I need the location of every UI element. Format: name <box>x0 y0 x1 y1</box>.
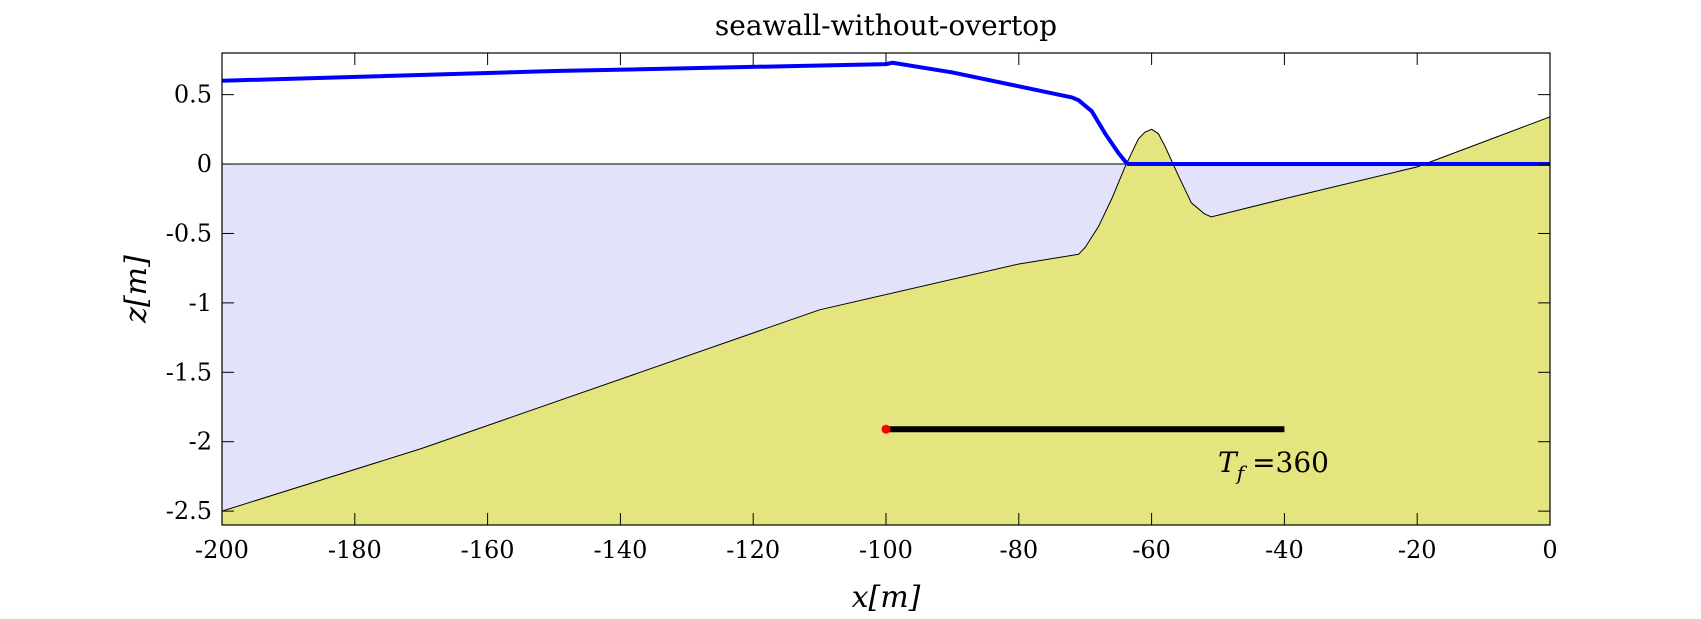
time-bar-marker <box>881 424 891 434</box>
y-tick-label: -0.5 <box>166 219 212 247</box>
x-tick-label: -20 <box>1398 536 1437 564</box>
x-axis-label: x[m] <box>852 580 921 615</box>
x-tick-label: 0 <box>1542 536 1557 564</box>
y-tick-label: 0 <box>197 150 212 178</box>
plot-area <box>222 60 1550 525</box>
y-ticks: -2.5 -2 -1.5 -1 -0.5 0 0.5 <box>166 81 1550 525</box>
bed-area <box>222 116 1550 525</box>
x-tick-label: -180 <box>328 536 382 564</box>
x-tick-label: -60 <box>1132 536 1171 564</box>
surface-line <box>222 60 1550 167</box>
bed-line <box>222 116 1550 512</box>
x-tick-label: -80 <box>999 536 1038 564</box>
y-tick-label: -1.5 <box>166 358 212 386</box>
annotation: Tf =360 <box>1218 446 1329 485</box>
x-tick-label: -100 <box>859 536 913 564</box>
annotation-symbol: T <box>1218 446 1239 479</box>
x-tick-label: -40 <box>1265 536 1304 564</box>
x-tick-label: -200 <box>195 536 249 564</box>
y-tick-label: -1 <box>189 289 212 317</box>
x-tick-label: -120 <box>726 536 780 564</box>
x-tick-label: -140 <box>593 536 647 564</box>
y-tick-label: -2 <box>189 428 212 456</box>
annotation-value: =360 <box>1252 446 1329 479</box>
x-ticks: -200 -180 -160 -140 -120 -100 -80 -60 -40 -20 0 <box>195 53 1558 564</box>
y-tick-label: -2.5 <box>166 497 212 525</box>
y-axis-label: z[m] <box>119 255 154 324</box>
chart-title: seawall-without-overtop <box>715 9 1057 42</box>
x-tick-label: -160 <box>461 536 515 564</box>
y-tick-label: 0.5 <box>174 81 212 109</box>
